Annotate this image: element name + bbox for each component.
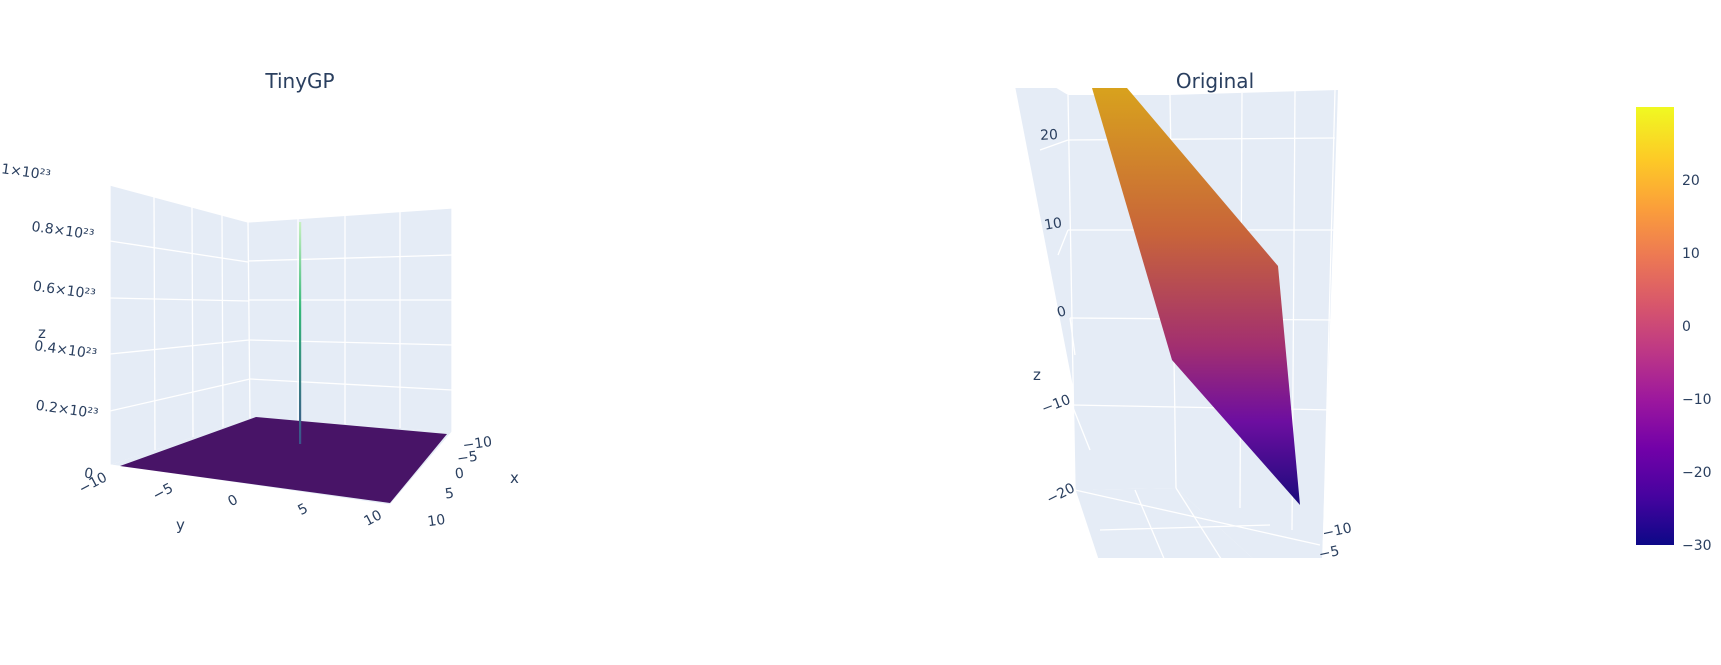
colorbar-tick: −20 [1682, 465, 1712, 481]
colorbar-tick: 20 [1682, 173, 1700, 189]
original-z-tick: −20 [1044, 480, 1078, 508]
original-side-wall [1015, 88, 1107, 558]
tinygp-y-tick: −10 [76, 469, 110, 497]
original-z-tick: 20 [1040, 127, 1059, 144]
tinygp-y-tick: 0 [225, 492, 240, 510]
tinygp-z-tick: 0 [83, 465, 94, 482]
tinygp-back-wall-right [248, 208, 452, 432]
tinygp-grid [109, 184, 453, 506]
tinygp-x-tick: 5 [444, 485, 455, 502]
original-floor [1075, 488, 1253, 558]
tinygp-y-tick: −5 [150, 480, 176, 504]
tinygp-x-axis-label: x [510, 469, 519, 487]
tinygp-x-tick: −10 [462, 434, 493, 454]
original-scene[interactable] [1010, 60, 1338, 620]
colorbar: 20 10 0 −10 −20 −30 [1636, 107, 1712, 554]
tinygp-back-wall-left [110, 185, 250, 465]
colorbar-tick: 10 [1682, 246, 1700, 262]
colorbar-gradient [1636, 107, 1674, 545]
colorbar-tick: 0 [1682, 319, 1691, 335]
original-x-tick: −10 [1321, 520, 1353, 542]
tinygp-y-axis-label: y [176, 516, 185, 534]
tinygp-y-tick: 5 [295, 501, 310, 519]
original-surface [1092, 88, 1300, 505]
original-x-tick: −5 [1317, 543, 1341, 563]
tinygp-spike [299, 222, 302, 444]
tinygp-surface [120, 417, 447, 503]
tinygp-z-tick: 0.6×10²³ [32, 279, 97, 304]
original-z-tick: −10 [1040, 392, 1073, 418]
tinygp-scene[interactable]: 00.2×10²³0.4×10²³0.6×10²³0.8×10²³1×10²³−… [0, 161, 519, 534]
tinygp-z-axis-label: z [38, 324, 46, 342]
tinygp-z-tick: 1×10²³ [0, 161, 51, 184]
colorbar-tick: −30 [1682, 538, 1712, 554]
tinygp-z-tick: 0.8×10²³ [30, 219, 95, 244]
tinygp-z-tick: 0.2×10²³ [35, 398, 100, 423]
original-z-tick: 10 [1043, 215, 1063, 234]
tinygp-x-tick: 0 [454, 465, 465, 482]
tinygp-x-tick: −5 [456, 449, 479, 468]
colorbar-tick: −10 [1682, 392, 1712, 408]
tinygp-x-tick: 10 [427, 512, 447, 530]
tinygp-title: TinyGP [264, 69, 334, 93]
tinygp-y-tick: 10 [361, 507, 384, 529]
original-z-tick: 0 [1055, 303, 1068, 321]
original-z-axis-label: z [1033, 366, 1041, 384]
original-title: Original [1176, 69, 1254, 93]
